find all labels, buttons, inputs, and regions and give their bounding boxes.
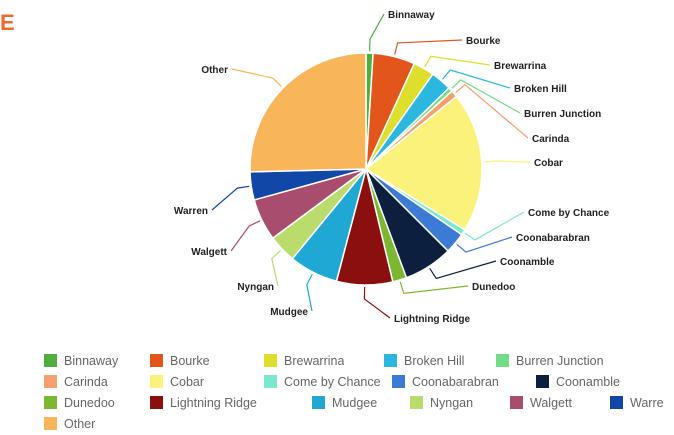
legend-label: Binnaway: [64, 353, 119, 368]
legend-item-come-by-chance[interactable]: Come by Chance: [264, 371, 392, 392]
legend-item-dunedoo[interactable]: Dunedoo: [44, 392, 150, 413]
legend-item-carinda[interactable]: Carinda: [44, 371, 150, 392]
callout-line-coonamble: [429, 260, 497, 280]
legend-swatch: [150, 354, 163, 367]
legend-swatch: [150, 396, 163, 409]
legend-label: Lightning Ridge: [170, 395, 257, 410]
legend-swatch: [610, 396, 623, 409]
legend-item-walgett[interactable]: Walgett: [510, 392, 610, 413]
legend-label: Come by Chance: [284, 374, 381, 389]
legend-swatch: [264, 375, 277, 388]
legend-swatch: [384, 354, 397, 367]
slice-label-carinda: Carinda: [532, 134, 570, 145]
slice-label-dunedoo: Dunedoo: [472, 282, 515, 293]
legend-label: Burren Junction: [516, 353, 604, 368]
callout-line-cobar: [483, 160, 531, 163]
legend-item-mudgee[interactable]: Mudgee: [312, 392, 410, 413]
legend-row: Other: [44, 413, 674, 434]
legend-swatch: [264, 354, 277, 367]
callout-line-warren: [211, 185, 250, 211]
slice-label-other: Other: [201, 65, 228, 76]
legend-item-coonamble[interactable]: Coonamble: [536, 371, 666, 392]
slice-label-burren-junction: Burren Junction: [524, 109, 601, 120]
callout-line-come-by-chance: [464, 211, 525, 241]
callout-line-coonabarabran: [456, 236, 513, 253]
slice-label-come-by-chance: Come by Chance: [528, 208, 610, 219]
legend-label: Warre: [630, 395, 664, 410]
legend-label: Carinda: [64, 374, 108, 389]
callout-line-bourke: [394, 39, 463, 55]
legend-swatch: [44, 375, 57, 388]
legend-row: Binnaway Bourke Brewarrina Broken Hill Burre…: [44, 350, 674, 371]
legend-swatch: [496, 354, 509, 367]
legend-label: Coonabarabran: [412, 374, 499, 389]
legend-label: Brewarrina: [284, 353, 345, 368]
legend-item-bourke[interactable]: Bourke: [150, 350, 264, 371]
callout-line-other: [231, 68, 282, 88]
legend-label: Broken Hill: [404, 353, 465, 368]
legend-item-cobar[interactable]: Cobar: [150, 371, 264, 392]
slice-label-coonabarabran: Coonabarabran: [516, 233, 590, 244]
slice-label-nyngan: Nyngan: [237, 282, 274, 293]
slice-label-broken-hill: Broken Hill: [514, 84, 567, 95]
legend-label: Other: [64, 416, 96, 431]
slice-label-warren: Warren: [174, 206, 208, 217]
callout-line-broken-hill: [442, 69, 511, 89]
legend-label: Walgett: [530, 395, 572, 410]
slice-label-coonamble: Coonamble: [500, 257, 555, 268]
slice-label-lightning-ridge: Lightning Ridge: [394, 314, 471, 325]
callout-line-mudgee: [306, 273, 313, 312]
pie-slice-other[interactable]: [249, 52, 367, 173]
legend-item-binnaway[interactable]: Binnaway: [44, 350, 150, 371]
legend-swatch: [392, 375, 405, 388]
pie-slice-cobar[interactable]: [364, 95, 483, 231]
legend-swatch: [312, 396, 325, 409]
legend-label: Cobar: [170, 374, 205, 389]
legend-item-nyngan[interactable]: Nyngan: [410, 392, 510, 413]
legend-row: Carinda Cobar Come by Chance Coonabarabran C…: [44, 371, 674, 392]
slice-label-walgett: Walgett: [191, 247, 227, 258]
legend-item-lightning-ridge[interactable]: Lightning Ridge: [150, 392, 312, 413]
slice-label-mudgee: Mudgee: [270, 307, 308, 318]
slice-label-brewarrina: Brewarrina: [494, 61, 547, 72]
callout-line-carinda: [455, 83, 529, 139]
legend-label: Dunedoo: [64, 395, 115, 410]
legend-label: Coonamble: [556, 374, 620, 389]
callout-line-walgett: [230, 220, 261, 252]
pie-chart: Binnaway Bourke Brewarrina Broken Hill Burre…: [174, 10, 610, 325]
legend-swatch: [510, 396, 523, 409]
legend-label: Mudgee: [332, 395, 378, 410]
legend-swatch: [44, 396, 57, 409]
legend-swatch: [536, 375, 549, 388]
legend-item-broken-hill[interactable]: Broken Hill: [384, 350, 496, 371]
legend-item-other[interactable]: Other: [44, 413, 150, 434]
callout-line-dunedoo: [399, 281, 469, 295]
callout-line-lightning-ridge: [363, 286, 391, 319]
slice-label-bourke: Bourke: [466, 36, 501, 47]
legend-item-warren[interactable]: Warre: [610, 392, 674, 413]
legend-swatch: [44, 354, 57, 367]
callout-line-nyngan: [271, 249, 281, 287]
legend-item-burren-junction[interactable]: Burren Junction: [496, 350, 646, 371]
legend-item-brewarrina[interactable]: Brewarrina: [264, 350, 384, 371]
legend-label: Bourke: [170, 353, 210, 368]
slice-label-cobar: Cobar: [534, 158, 563, 169]
callout-line-brewarrina: [424, 55, 491, 67]
callout-line-burren-junction: [451, 79, 521, 114]
legend-label: Nyngan: [430, 395, 474, 410]
legend: Binnaway Bourke Brewarrina Broken Hill Burre…: [44, 350, 674, 434]
legend-swatch: [44, 417, 57, 430]
legend-item-coonabarabran[interactable]: Coonabarabran: [392, 371, 536, 392]
slice-label-binnaway: Binnaway: [388, 10, 435, 21]
callout-line-binnaway: [369, 13, 385, 52]
legend-swatch: [150, 375, 163, 388]
corner-mark: E: [0, 10, 15, 35]
legend-row: Dunedoo Lightning Ridge Mudgee Nyngan Walget…: [44, 392, 674, 413]
legend-swatch: [410, 396, 423, 409]
